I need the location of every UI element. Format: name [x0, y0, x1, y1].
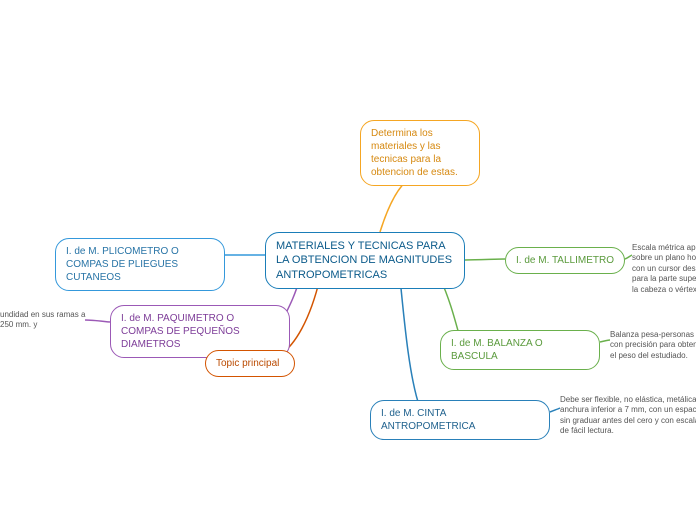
desc-desc_cinta: Debe ser flexible, no elástica, metálica…: [560, 395, 696, 437]
node-topic: Topic principal: [205, 350, 295, 377]
connector: [550, 408, 560, 412]
connector: [400, 278, 420, 408]
connector: [465, 259, 505, 260]
node-determina: Determina los materiales y las tecnicas …: [360, 120, 480, 186]
connector: [625, 255, 632, 259]
connector: [380, 178, 410, 232]
central-topic: MATERIALES Y TECNICAS PARA LA OBTENCION …: [265, 232, 465, 289]
node-tallimetro: I. de M. TALLIMETRO: [505, 247, 625, 274]
node-cinta: I. de M. CINTA ANTROPOMETRICA: [370, 400, 550, 440]
node-balanza: I. de M. BALANZA O BASCULA: [440, 330, 600, 370]
desc-desc_paqui: undidad en sus ramas a 250 mm. y: [0, 310, 90, 331]
desc-desc_balanza: Balanza pesa-personas con precisión para…: [610, 330, 696, 361]
connector: [600, 340, 610, 342]
node-plicometro: I. de M. PLICOMETRO O COMPAS DE PLIEGUES…: [55, 238, 225, 291]
desc-desc_tallimetro: Escala métrica apoyada sobre un plano ho…: [632, 243, 696, 295]
